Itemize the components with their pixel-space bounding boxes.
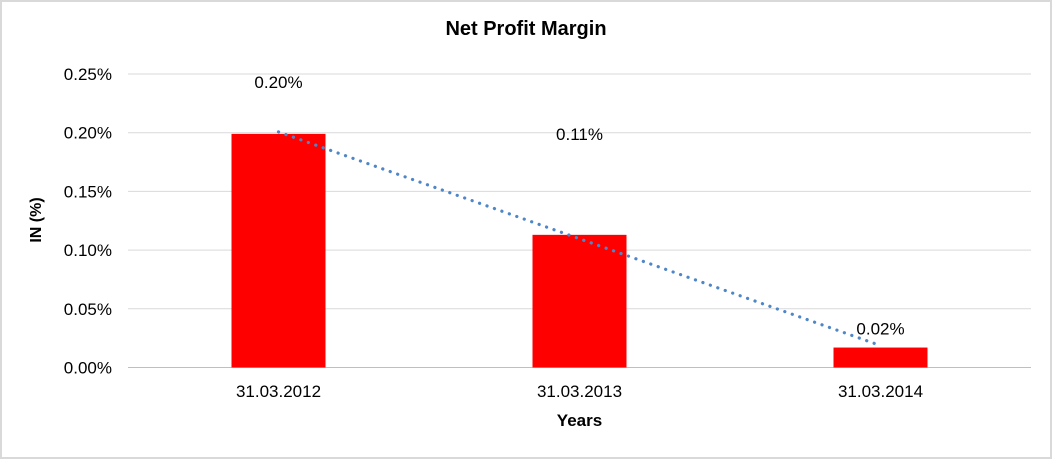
x-tick-label: 31.03.2014 xyxy=(838,382,923,401)
bar xyxy=(532,234,627,368)
y-tick-label: 0.25% xyxy=(64,65,112,84)
x-axis-title: Years xyxy=(556,411,603,430)
bar xyxy=(833,347,928,368)
y-tick-label: 0.05% xyxy=(64,300,112,319)
data-label: 0.11% xyxy=(556,125,603,144)
y-tick-label: 0.10% xyxy=(64,241,112,260)
y-tick-label: 0.00% xyxy=(64,359,112,378)
x-tick-label: 31.03.2012 xyxy=(236,382,321,401)
y-tick-label: 0.15% xyxy=(64,182,112,201)
data-label: 0.20% xyxy=(254,73,302,92)
y-axis-title: IN (%) xyxy=(28,197,45,243)
bar xyxy=(231,133,326,368)
x-tick-label: 31.03.2013 xyxy=(537,382,622,401)
y-tick-label: 0.20% xyxy=(64,124,112,143)
chart-title: Net Profit Margin xyxy=(445,18,607,40)
data-label: 0.02% xyxy=(856,320,904,339)
